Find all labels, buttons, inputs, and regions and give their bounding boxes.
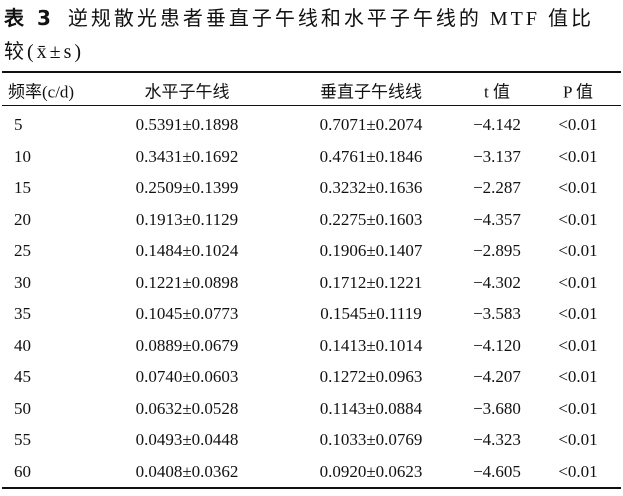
header-rule xyxy=(2,105,621,106)
table-cell: 0.1913±0.1129 xyxy=(135,209,239,229)
table-cell: 0.0632±0.0528 xyxy=(135,398,239,418)
table-cell: 20 xyxy=(14,209,31,229)
table-cell: 55 xyxy=(14,430,31,449)
table-cell: −4.357 xyxy=(473,209,521,229)
table-cell: <0.01 xyxy=(558,272,598,292)
table-cell: 15 xyxy=(14,178,31,197)
header-cell: 频率(c/d) xyxy=(8,82,75,102)
table-cell: <0.01 xyxy=(558,241,598,260)
table-cell: <0.01 xyxy=(558,209,598,229)
table-cell: 45 xyxy=(14,367,31,386)
table-cell: 0.5391±0.1898 xyxy=(135,115,239,134)
table-cell: −4.207 xyxy=(473,367,521,386)
table-cell: <0.01 xyxy=(558,115,598,134)
table-cell: −3.583 xyxy=(473,304,521,323)
caption: 表 3 逆规散光患者垂直子午线和水平子午线的 MTF 值比较(x̄±s) xyxy=(4,2,616,69)
table-cell: −4.605 xyxy=(473,461,521,481)
caption-text: 逆规散光患者垂直子午线和水平子午线的 MTF 值比较 xyxy=(4,8,595,63)
table-cell: −4.142 xyxy=(473,115,521,134)
table-cell: 0.1413±0.1014 xyxy=(319,335,423,355)
table-cell: 0.0740±0.0603 xyxy=(135,367,239,386)
table-cell: 40 xyxy=(14,335,31,355)
table-cell: 25 xyxy=(14,241,31,260)
table-cell: −2.895 xyxy=(473,241,521,260)
table-cell: <0.01 xyxy=(558,335,598,355)
top-rule xyxy=(2,71,621,73)
table-cell: 0.1143±0.0884 xyxy=(319,398,423,418)
table-cell: 0.0408±0.0362 xyxy=(135,461,239,481)
caption-stat: (x̄±s) xyxy=(27,41,85,63)
table-cell: 0.1033±0.0769 xyxy=(319,430,423,449)
table-cell: 0.0889±0.0679 xyxy=(135,335,239,355)
table-cell: <0.01 xyxy=(558,430,598,449)
table-cell: 50 xyxy=(14,398,31,418)
table-cell: 10 xyxy=(14,146,31,166)
table-cell: 0.2509±0.1399 xyxy=(135,178,239,197)
table-cell: 0.7071±0.2074 xyxy=(319,115,423,134)
table-cell: −4.323 xyxy=(473,430,521,449)
table-cell: −4.302 xyxy=(473,272,521,292)
table-cell: <0.01 xyxy=(558,146,598,166)
table-cell: 0.1272±0.0963 xyxy=(319,367,423,386)
table-cell: 0.1712±0.1221 xyxy=(319,272,423,292)
table-cell: <0.01 xyxy=(558,178,598,197)
table-cell: 0.3431±0.1692 xyxy=(135,146,239,166)
table-cell: 0.0920±0.0623 xyxy=(319,461,423,481)
table-cell: 0.0493±0.0448 xyxy=(135,430,239,449)
table-cell: <0.01 xyxy=(558,398,598,418)
table-cell: 0.3232±0.1636 xyxy=(319,178,423,197)
table-cell: 0.1906±0.1407 xyxy=(319,241,423,260)
table-cell: −3.680 xyxy=(473,398,521,418)
table-cell: 0.1045±0.0773 xyxy=(135,304,239,323)
header-cell: P 值 xyxy=(562,82,594,102)
table-cell: 0.1484±0.1024 xyxy=(135,241,239,260)
caption-label: 表 3 xyxy=(4,6,54,30)
table-cell: <0.01 xyxy=(558,461,598,481)
table-cell: 60 xyxy=(14,461,31,481)
header-cell: 水平子午线 xyxy=(144,82,230,102)
header-cell: 垂直子午线线 xyxy=(320,82,422,102)
table-cell: −4.120 xyxy=(473,335,521,355)
table-cell: 30 xyxy=(14,272,31,292)
table-cell: −3.137 xyxy=(473,146,521,166)
table-cell: 5 xyxy=(14,115,23,134)
bottom-rule xyxy=(2,487,621,489)
table-cell: <0.01 xyxy=(558,304,598,323)
table-cell: 0.2275±0.1603 xyxy=(319,209,423,229)
header-cell: t 值 xyxy=(484,82,510,102)
table-cell: 0.1221±0.0898 xyxy=(135,272,239,292)
table-cell: 0.4761±0.1846 xyxy=(319,146,423,166)
table-cell: −2.287 xyxy=(473,178,521,197)
table-cell: 35 xyxy=(14,304,31,323)
table-cell: <0.01 xyxy=(558,367,598,386)
table-cell: 0.1545±0.1119 xyxy=(320,304,422,323)
